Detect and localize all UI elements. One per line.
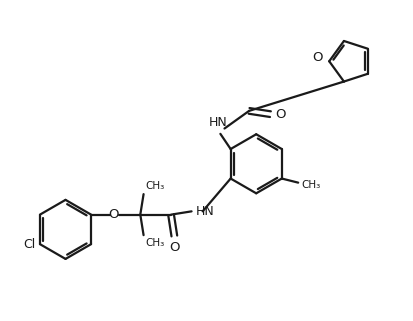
Text: CH₃: CH₃ bbox=[145, 181, 164, 191]
Text: Cl: Cl bbox=[23, 238, 35, 251]
Text: HN: HN bbox=[195, 205, 214, 218]
Text: CH₃: CH₃ bbox=[300, 180, 320, 190]
Text: CH₃: CH₃ bbox=[145, 239, 164, 248]
Text: HN: HN bbox=[209, 116, 227, 128]
Text: O: O bbox=[311, 51, 322, 65]
Text: O: O bbox=[108, 208, 119, 221]
Text: O: O bbox=[275, 108, 285, 121]
Text: O: O bbox=[169, 241, 179, 254]
